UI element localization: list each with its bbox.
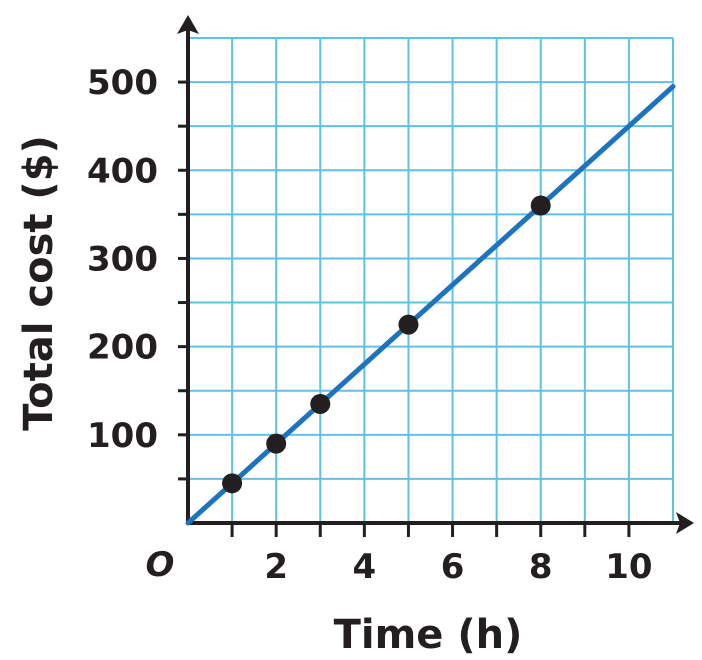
x-tick-label: 10 (605, 547, 652, 587)
y-axis-arrow-icon (177, 15, 199, 34)
tick-labels: 2 4 6 8 10 100 200 300 400 500 (87, 63, 653, 587)
y-tick-label: 100 (87, 416, 158, 456)
origin-label: O (146, 545, 175, 585)
x-tick-label: 2 (264, 547, 288, 587)
axes (177, 15, 694, 534)
y-tick-label: 500 (87, 63, 158, 103)
series-line (185, 84, 676, 526)
y-tick-label: 400 (87, 151, 158, 191)
data-point (222, 473, 243, 494)
data-point (530, 195, 551, 216)
x-tick-label: 4 (353, 547, 377, 587)
x-tick-label: 6 (441, 547, 465, 587)
y-tick-label: 300 (87, 239, 158, 279)
data-point (398, 314, 419, 335)
y-tick-label: 200 (87, 328, 158, 368)
x-axis-title: Time (h) (334, 612, 523, 658)
x-tick-label: 8 (529, 547, 553, 587)
data-point (310, 393, 331, 414)
data-point (266, 433, 287, 454)
y-axis-title: Total cost ($) (16, 135, 62, 431)
x-axis-arrow-icon (676, 512, 694, 534)
series (185, 84, 676, 526)
grid (188, 37, 674, 523)
